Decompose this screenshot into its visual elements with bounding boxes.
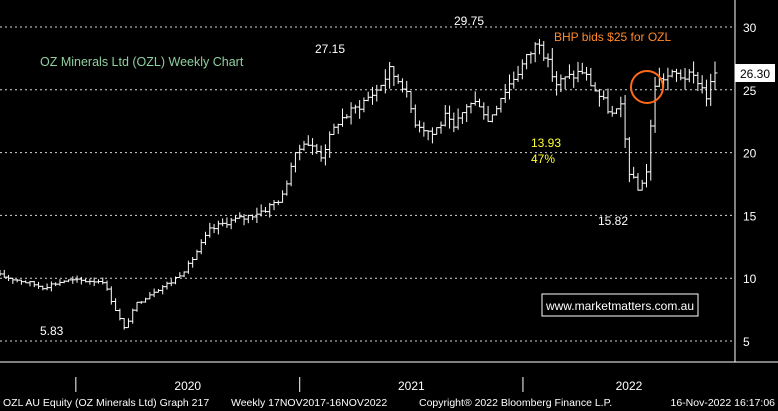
footer-range: Weekly 17NOV2017-16NOV2022 xyxy=(231,397,387,409)
website-label[interactable]: www.marketmatters.com.au xyxy=(545,299,694,313)
footer-timestamp: 16-Nov-2022 16:17:06 xyxy=(671,397,776,409)
last-price-label: 26.30 xyxy=(740,67,770,81)
x-tick-label: 2022 xyxy=(616,379,643,393)
y-tick-label: 20 xyxy=(743,147,757,161)
chart-title: OZ Minerals Ltd (OZL) Weekly Chart xyxy=(40,55,244,69)
annotation-rally-pct: 47% xyxy=(531,152,555,166)
footer-bar xyxy=(0,392,778,411)
x-tick-label: 2021 xyxy=(398,379,425,393)
x-tick-label: 2020 xyxy=(174,379,201,393)
y-axis: 5 10 15 20 25 30 xyxy=(0,0,778,363)
annotation-low-2022: 15.82 xyxy=(598,214,628,228)
footer-copyright: Copyright® 2022 Bloomberg Finance L.P. xyxy=(419,397,612,409)
annotation-low-2020: 5.83 xyxy=(40,324,64,338)
y-tick-label: 30 xyxy=(743,21,757,35)
annotation-high-2021b: 29.75 xyxy=(454,14,484,28)
y-tick-label: 10 xyxy=(743,272,757,286)
annotation-rally-abs: 13.93 xyxy=(531,136,561,150)
annotation-bhp-bid: BHP bids $25 for OZL xyxy=(554,30,671,44)
last-price-badge xyxy=(735,64,775,82)
y-tick-label: 15 xyxy=(743,209,757,223)
y-tick-label: 25 xyxy=(743,84,757,98)
website-box xyxy=(541,293,699,317)
annotation-high-2021a: 27.15 xyxy=(315,42,345,56)
x-axis: 2020 2021 2022 xyxy=(75,377,643,393)
bid-circle-marker xyxy=(630,70,664,104)
y-tick-label: 5 xyxy=(743,335,750,349)
footer-security: OZL AU Equity (OZ Minerals Ltd) Graph 21… xyxy=(3,397,209,409)
ohlc-bars xyxy=(0,38,718,330)
